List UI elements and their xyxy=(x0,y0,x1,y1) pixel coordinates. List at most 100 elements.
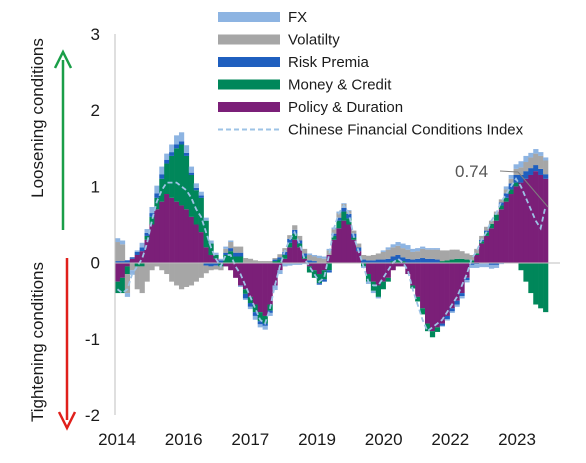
bar-segment-risk-premia xyxy=(115,261,121,263)
bar-segment-volatilty xyxy=(449,249,455,260)
bar-segment-fx xyxy=(513,164,519,169)
bar-segment-fx xyxy=(415,248,421,252)
bar-segment-volatilty xyxy=(508,178,514,184)
bar-segment-fx xyxy=(321,256,327,259)
bar-segment-money-credit xyxy=(523,262,529,282)
bar-segment-policy-duration xyxy=(223,262,229,267)
bar-segment-money-credit xyxy=(424,323,431,332)
bar-segment-volatilty xyxy=(306,254,313,261)
bar-segment-risk-premia xyxy=(464,277,470,281)
x-tick-label: 2016 xyxy=(165,430,203,449)
tightening-label: Tightening conditions xyxy=(28,262,47,422)
bar-segment-money-credit xyxy=(439,261,445,263)
bar-segment-policy-duration xyxy=(159,201,165,263)
bar-segment-risk-premia xyxy=(178,141,185,145)
bar-segment-money-credit xyxy=(484,232,490,236)
bar-segment-risk-premia xyxy=(238,252,244,257)
bar-segment-risk-premia xyxy=(301,253,308,257)
bar-segment-volatilty xyxy=(311,256,318,262)
bar-segment-volatilty xyxy=(252,260,258,263)
bar-segment-policy-duration xyxy=(444,262,450,316)
bar-segment-policy-duration xyxy=(400,262,406,267)
bar-segment-volatilty xyxy=(272,258,278,260)
bar-segment-money-credit xyxy=(444,260,450,263)
bar-segment-policy-duration xyxy=(282,258,288,263)
bar-segment-volatilty xyxy=(174,262,180,286)
bar-segment-volatilty xyxy=(183,262,190,287)
bar-segment-volatilty xyxy=(297,235,303,241)
bar-segment-risk-premia xyxy=(188,172,195,175)
bar-segment-risk-premia xyxy=(498,202,505,206)
bar-segment-fx xyxy=(188,166,195,173)
bar-segment-risk-premia xyxy=(233,252,239,257)
legend-label: FX xyxy=(288,9,307,26)
bar-segment-fx xyxy=(479,262,485,268)
bar-segment-volatilty xyxy=(228,242,234,249)
bar-segment-fx xyxy=(144,229,150,233)
bar-segment-fx xyxy=(149,206,155,214)
bar-segment-fx xyxy=(267,312,273,316)
bar-segment-volatilty xyxy=(375,253,381,260)
bar-segment-fx xyxy=(523,155,529,163)
bar-segment-volatilty xyxy=(277,254,283,258)
bar-segment-policy-duration xyxy=(164,194,170,263)
bar-segment-money-credit xyxy=(174,148,180,202)
bar-segment-money-credit xyxy=(533,262,539,305)
bar-segment-risk-premia xyxy=(159,174,165,179)
bar-segment-money-credit xyxy=(420,308,426,315)
bar-segment-fx xyxy=(434,248,441,250)
bar-segment-policy-duration xyxy=(144,239,150,263)
bar-segment-policy-duration xyxy=(375,262,381,286)
bar-segment-volatilty xyxy=(139,266,145,294)
bar-segment-volatilty xyxy=(464,253,470,260)
bar-segment-volatilty xyxy=(203,265,209,274)
x-tick-label: 2017 xyxy=(231,430,269,449)
bar-segment-risk-premia xyxy=(484,230,490,233)
legend-swatch xyxy=(218,79,280,90)
bar-segment-fx xyxy=(139,242,145,248)
legend: FX Volatilty Risk Premia Money & Credit Poli… xyxy=(218,9,524,139)
bar-segment-risk-premia xyxy=(154,193,160,198)
bar-segment-policy-duration xyxy=(228,262,234,271)
bar-segment-policy-duration xyxy=(306,262,313,267)
bar-segment-policy-duration xyxy=(493,220,500,263)
bar-segment-policy-duration xyxy=(395,262,401,267)
bar-segment-volatilty xyxy=(144,262,150,282)
bar-segment-money-credit xyxy=(538,262,544,309)
bar-segment-policy-duration xyxy=(464,262,470,278)
bar-segment-fx xyxy=(405,245,411,250)
bar-segment-money-credit xyxy=(115,281,121,294)
bar-segment-risk-premia xyxy=(543,174,549,179)
bar-segment-money-credit xyxy=(375,285,381,297)
bar-segment-volatilty xyxy=(188,262,195,286)
y-tick-label: -1 xyxy=(85,330,100,349)
bar-segment-money-credit xyxy=(144,235,150,240)
bar-segment-policy-duration xyxy=(129,258,135,263)
bar-segment-money-credit xyxy=(336,220,342,229)
bar-segment-volatilty xyxy=(444,250,450,261)
bar-segment-policy-duration xyxy=(124,262,131,267)
bar-segment-volatilty xyxy=(134,266,140,290)
bar-segment-policy-duration xyxy=(287,247,293,263)
bar-segment-policy-duration xyxy=(267,262,273,305)
bar-segment-risk-premia xyxy=(164,159,170,164)
bar-segment-money-credit xyxy=(188,174,195,217)
bar-segment-volatilty xyxy=(287,235,293,239)
bar-segment-volatilty xyxy=(429,249,436,259)
bar-segment-money-credit xyxy=(380,281,386,290)
bar-segment-fx xyxy=(429,248,436,250)
bar-segment-risk-premia xyxy=(454,300,460,305)
bar-segment-risk-premia xyxy=(420,258,426,263)
bar-segment-policy-duration xyxy=(242,262,249,290)
bar-segment-money-credit xyxy=(454,258,460,263)
legend-swatch xyxy=(218,12,280,22)
bar-segment-policy-duration xyxy=(434,262,441,328)
bar-segment-policy-duration xyxy=(257,262,263,313)
bar-segment-fx xyxy=(390,244,396,248)
bar-segment-volatilty xyxy=(488,220,495,224)
bar-segment-risk-premia xyxy=(361,259,367,263)
bar-segment-fx xyxy=(380,250,386,252)
bar-segment-risk-premia xyxy=(223,252,229,255)
bar-segment-money-credit xyxy=(149,216,155,225)
bar-segment-risk-premia xyxy=(533,165,539,172)
